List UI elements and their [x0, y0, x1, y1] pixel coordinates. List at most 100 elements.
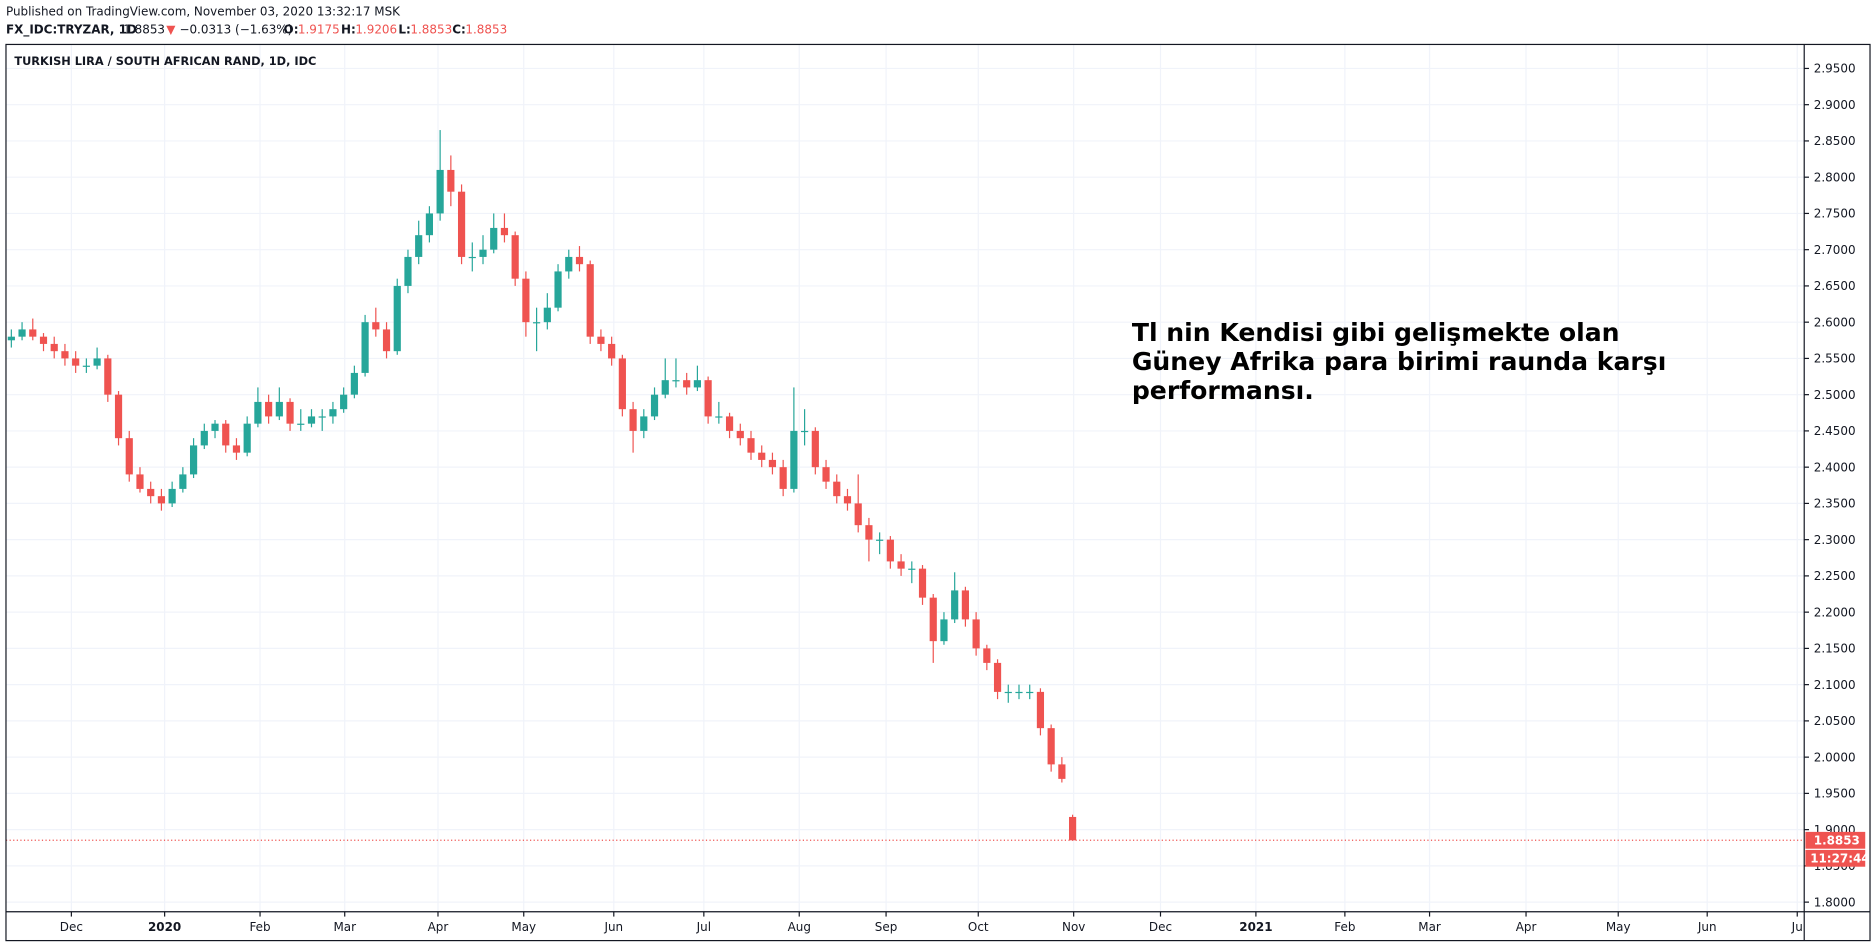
candle-body: [758, 452, 766, 460]
x-tick-label: Feb: [1334, 920, 1355, 934]
y-tick-label: 1.8000: [1814, 895, 1856, 909]
chart-title: TURKISH LIRA / SOUTH AFRICAN RAND, 1D, I…: [14, 54, 316, 68]
candle-body: [425, 213, 434, 236]
x-tick-label: Dec: [1149, 920, 1172, 934]
candle-body: [479, 249, 487, 257]
candle-body: [779, 467, 787, 489]
candle-body: [801, 430, 809, 433]
candle-body: [275, 401, 283, 417]
candle-body: [715, 416, 723, 418]
candle-body: [82, 365, 90, 367]
x-tick-label: Feb: [249, 920, 270, 934]
x-tick-label: Dec: [60, 920, 83, 934]
y-tick-label: 2.1500: [1814, 642, 1856, 656]
candle-body: [961, 590, 969, 620]
candle-body: [565, 256, 573, 272]
candle-body: [286, 401, 294, 424]
y-tick-label: 2.0500: [1814, 714, 1856, 728]
candle-body: [543, 307, 551, 323]
candle-body: [447, 169, 455, 192]
y-tick-label: 2.6500: [1814, 279, 1856, 293]
candle-body: [93, 358, 101, 366]
candle-body: [886, 539, 894, 562]
candle-body: [672, 380, 680, 382]
candle-body: [490, 227, 498, 250]
x-tick-label: 2021: [1239, 920, 1272, 934]
candle-body: [50, 343, 58, 352]
candle-body: [168, 488, 176, 504]
candle-body: [1004, 691, 1012, 694]
x-tick-label: Aug: [788, 920, 811, 934]
x-tick-label: Mar: [333, 920, 356, 934]
candle-body: [189, 445, 198, 475]
ohlc-value: 1.8853: [465, 23, 507, 37]
candle-body: [983, 648, 991, 663]
candle-body: [897, 561, 905, 569]
candle-body: [843, 496, 852, 504]
labels: 1.80001.85001.90001.95002.00002.05002.10…: [60, 62, 1870, 934]
candle-body: [136, 474, 144, 489]
candle-body: [629, 409, 637, 431]
candle-body: [457, 191, 466, 257]
ohlc-label: H:: [341, 23, 356, 37]
candle-body: [575, 256, 584, 265]
candle-body: [1047, 728, 1055, 765]
candle-body: [833, 481, 841, 497]
candle-body: [533, 322, 541, 324]
candle-body: [1069, 816, 1077, 841]
candle-body: [683, 380, 691, 388]
candle-body: [18, 329, 26, 337]
candle-body: [254, 401, 262, 424]
candle-body: [790, 430, 798, 489]
frame: [5, 43, 1871, 942]
y-tick-label: 2.7500: [1814, 207, 1856, 221]
candle-body: [865, 525, 873, 540]
ohlc-label: C:: [452, 23, 466, 37]
candle-body: [468, 256, 476, 259]
candles: [5, 130, 1805, 841]
candle-body: [7, 336, 15, 341]
candle-body: [340, 394, 348, 410]
x-tick-label: Apr: [428, 920, 449, 934]
candle-body: [350, 372, 358, 395]
candle-body: [811, 430, 819, 468]
candle-body: [725, 416, 734, 431]
x-tick-label: Oct: [968, 920, 989, 934]
candle-body: [114, 394, 123, 439]
y-tick-label: 1.9500: [1814, 787, 1856, 801]
change: −0.0313 (−1.63%): [179, 23, 292, 37]
candle-body: [61, 351, 69, 359]
candle-body: [693, 380, 701, 388]
y-tick-label: 2.4500: [1814, 424, 1856, 438]
candle-body: [908, 568, 916, 570]
candle-body: [211, 423, 219, 431]
candle-body: [361, 322, 369, 373]
x-tick-label: May: [1606, 920, 1631, 934]
x-tick-label: Jun: [603, 920, 623, 934]
candle-body: [951, 590, 959, 620]
candle-body: [232, 445, 241, 453]
candle-body: [297, 423, 305, 425]
candle-body: [661, 380, 669, 395]
y-tick-label: 2.4000: [1814, 460, 1856, 474]
candle-body: [179, 474, 187, 489]
y-tick-label: 2.8000: [1814, 170, 1856, 184]
y-tick-label: 2.9500: [1814, 62, 1856, 76]
x-tick-label: Jun: [1697, 920, 1717, 934]
candle-body: [436, 169, 444, 214]
candle-body: [554, 271, 562, 308]
y-tick-label: 2.5000: [1814, 388, 1856, 402]
candle-body: [307, 416, 316, 424]
y-tick-label: 2.3000: [1814, 533, 1856, 547]
candle-body: [382, 329, 391, 352]
countdown-box: [1805, 849, 1866, 867]
y-tick-label: 2.0000: [1814, 750, 1856, 764]
candle-body: [318, 416, 326, 418]
y-tick-label: 2.2000: [1814, 605, 1856, 619]
y-tick-label: 2.2500: [1814, 569, 1856, 583]
candle-body: [608, 343, 616, 359]
ohlc-value: 1.9175: [298, 23, 340, 37]
candle-body: [125, 438, 133, 475]
last-price-box: [1805, 831, 1866, 849]
candle-body: [393, 285, 401, 352]
